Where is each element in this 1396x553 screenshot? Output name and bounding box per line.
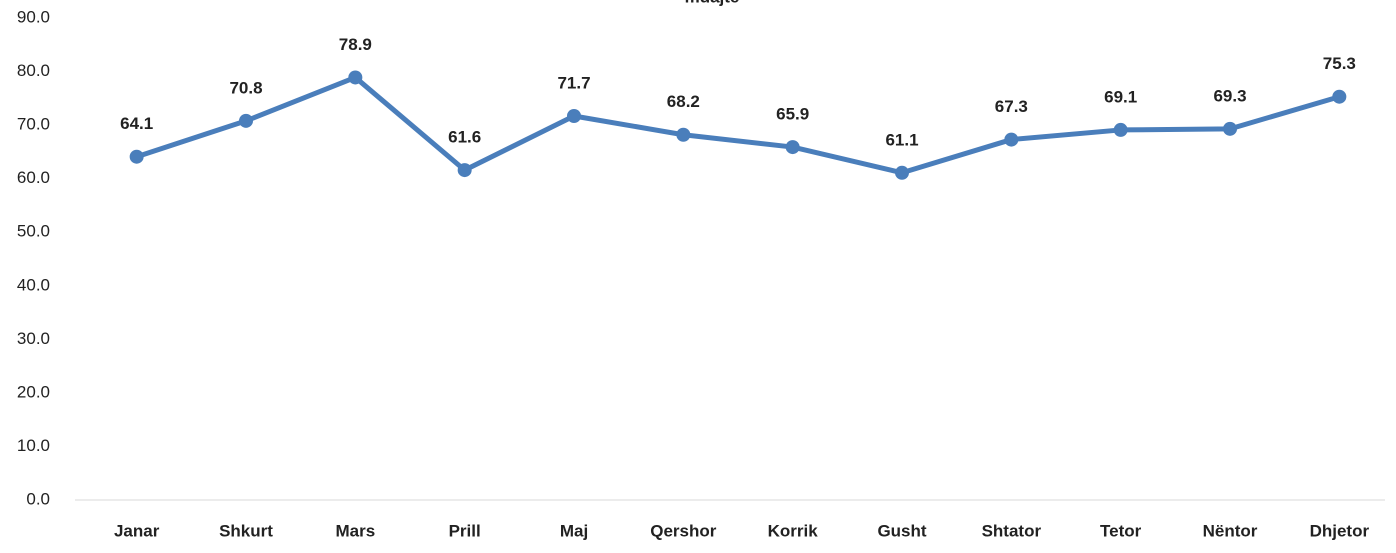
data-point <box>129 149 144 164</box>
y-tick-label: 30.0 <box>17 329 50 348</box>
data-label: 70.8 <box>229 78 262 97</box>
y-tick-label: 50.0 <box>17 222 50 241</box>
y-tick-label: 60.0 <box>17 168 50 187</box>
data-label: 61.1 <box>885 130 918 149</box>
x-tick-label: Janar <box>114 521 160 540</box>
data-point <box>676 127 691 142</box>
data-point <box>1223 121 1237 136</box>
x-tick-label: Korrik <box>768 521 819 540</box>
y-tick-label: 70.0 <box>17 115 50 134</box>
x-tick-label: Tetor <box>1100 521 1142 540</box>
chart-title: mdajte <box>685 0 740 6</box>
x-tick-label: Mars <box>335 521 375 540</box>
x-tick-label: Shkurt <box>219 521 273 540</box>
y-tick-label: 0.0 <box>26 489 50 508</box>
data-point <box>895 165 909 180</box>
data-point <box>1113 122 1128 137</box>
x-tick-label: Maj <box>560 521 588 540</box>
y-tick-label: 90.0 <box>17 7 50 26</box>
data-point <box>567 109 581 124</box>
data-label: 65.9 <box>776 105 809 124</box>
x-tick-label: Nëntor <box>1203 521 1258 540</box>
data-label: 78.9 <box>339 35 372 54</box>
data-point <box>457 163 472 178</box>
data-label: 64.1 <box>120 114 153 133</box>
series-line <box>135 74 1341 176</box>
data-point <box>239 113 253 128</box>
data-label: 69.3 <box>1213 86 1246 105</box>
data-label: 68.2 <box>667 92 700 111</box>
data-label: 69.1 <box>1104 87 1137 106</box>
data-label: 71.7 <box>557 73 590 92</box>
x-tick-label: Dhjetor <box>1310 521 1370 540</box>
data-point <box>348 70 363 85</box>
y-tick-label: 20.0 <box>17 382 50 401</box>
data-point <box>1332 89 1347 104</box>
y-tick-label: 40.0 <box>17 275 50 294</box>
x-tick-label: Shtator <box>982 521 1042 540</box>
data-label: 75.3 <box>1323 54 1356 73</box>
y-tick-label: 10.0 <box>17 436 50 455</box>
data-label: 67.3 <box>995 97 1028 116</box>
data-label: 61.6 <box>448 128 481 147</box>
x-tick-label: Prill <box>449 521 481 540</box>
x-tick-label: Qershor <box>650 521 717 540</box>
data-point <box>785 140 800 155</box>
x-tick-label: Gusht <box>877 521 926 540</box>
data-point <box>1004 132 1019 147</box>
y-tick-label: 80.0 <box>17 61 50 80</box>
